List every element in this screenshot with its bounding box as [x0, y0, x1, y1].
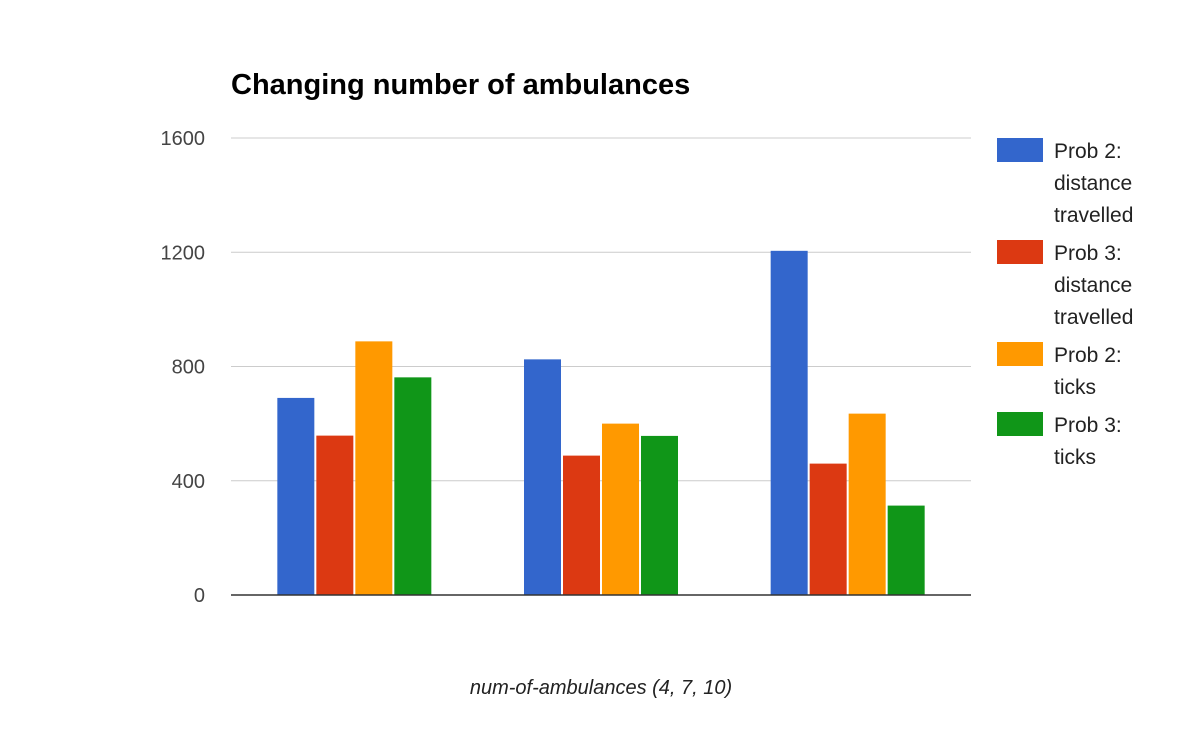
gridlines	[231, 137, 971, 482]
legend-label: Prob 2:	[1054, 140, 1122, 163]
bar	[809, 463, 847, 595]
bar	[524, 359, 561, 595]
x-axis-label: num-of-ambulances (4, 7, 10)	[470, 677, 732, 699]
y-tick-label: 1600	[161, 128, 206, 150]
bar	[641, 435, 678, 595]
legend-label: travelled	[1054, 204, 1133, 227]
legend-label: distance	[1054, 274, 1132, 297]
y-tick-label: 1200	[161, 242, 206, 264]
y-tick-label: 800	[172, 357, 205, 379]
legend-label: Prob 2:	[1054, 344, 1122, 367]
chart-title: Changing number of ambulances	[231, 69, 690, 101]
bar	[770, 250, 808, 595]
legend-label: ticks	[1054, 376, 1096, 399]
legend-swatch	[997, 412, 1043, 436]
bar	[602, 423, 639, 595]
bar	[355, 341, 393, 595]
legend-label: distance	[1054, 172, 1132, 195]
y-tick-label: 0	[194, 585, 205, 607]
bars	[277, 250, 925, 595]
bar	[316, 435, 354, 595]
bar	[563, 455, 600, 595]
bar	[887, 505, 925, 595]
legend-swatch	[997, 342, 1043, 366]
legend-label: Prob 3:	[1054, 414, 1122, 437]
legend: Prob 2: distance travelled Prob 3: distance t…	[997, 138, 1133, 469]
legend-swatch	[997, 138, 1043, 162]
legend-label: ticks	[1054, 446, 1096, 469]
y-tick-label: 400	[172, 471, 205, 493]
bar	[394, 377, 432, 595]
bar	[277, 397, 315, 595]
bar	[848, 413, 886, 595]
legend-swatch	[997, 240, 1043, 264]
legend-label: travelled	[1054, 306, 1133, 329]
y-axis-ticks: 0 400 800 1200 1600	[161, 128, 206, 607]
legend-label: Prob 3:	[1054, 242, 1122, 265]
